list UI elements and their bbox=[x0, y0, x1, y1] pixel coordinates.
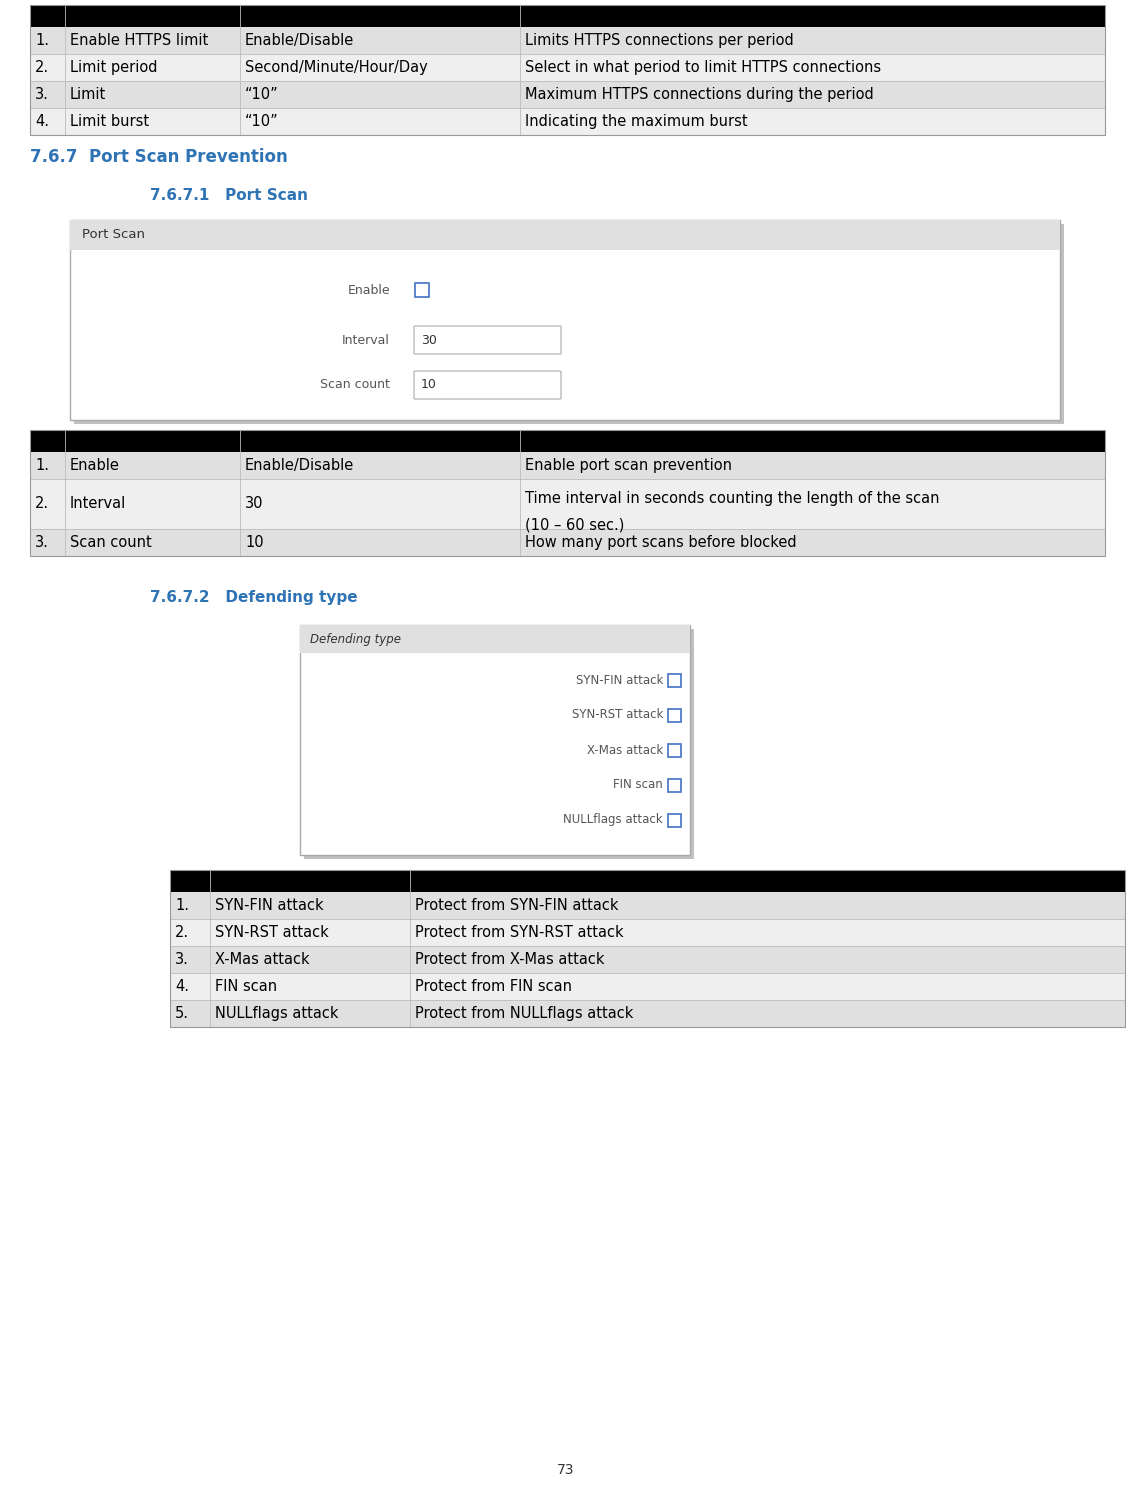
Text: Maximum HTTPS connections during the period: Maximum HTTPS connections during the per… bbox=[525, 88, 874, 103]
Text: 3.: 3. bbox=[175, 952, 189, 967]
Bar bbox=[31, 5, 1105, 27]
Bar bbox=[170, 919, 1125, 946]
Text: FIN scan: FIN scan bbox=[613, 779, 663, 792]
Text: Enable/Disable: Enable/Disable bbox=[245, 33, 354, 48]
Text: 10: 10 bbox=[245, 536, 264, 549]
Bar bbox=[668, 673, 681, 687]
Bar bbox=[668, 744, 681, 756]
Bar bbox=[304, 629, 694, 859]
Text: 1.: 1. bbox=[175, 898, 189, 913]
Text: X-Mas attack: X-Mas attack bbox=[587, 744, 663, 756]
Text: Protect from FIN scan: Protect from FIN scan bbox=[415, 979, 572, 994]
Text: Enable: Enable bbox=[347, 284, 390, 296]
Text: Enable: Enable bbox=[70, 459, 120, 472]
Text: SYN-FIN attack: SYN-FIN attack bbox=[215, 898, 323, 913]
FancyBboxPatch shape bbox=[414, 371, 561, 398]
Bar bbox=[170, 1000, 1125, 1028]
Text: Interval: Interval bbox=[70, 496, 127, 512]
Text: 3.: 3. bbox=[35, 88, 49, 103]
Text: Time interval in seconds counting the length of the scan: Time interval in seconds counting the le… bbox=[525, 492, 940, 507]
Text: “10”: “10” bbox=[245, 88, 278, 103]
Text: 73: 73 bbox=[556, 1464, 575, 1477]
Text: Scan count: Scan count bbox=[70, 536, 152, 549]
Text: Limit burst: Limit burst bbox=[70, 115, 149, 128]
Bar bbox=[70, 220, 1060, 250]
Text: 7.6.7.2   Defending type: 7.6.7.2 Defending type bbox=[150, 590, 357, 605]
Text: SYN-FIN attack: SYN-FIN attack bbox=[576, 673, 663, 687]
Text: 1.: 1. bbox=[35, 33, 49, 48]
Text: Protect from X-Mas attack: Protect from X-Mas attack bbox=[415, 952, 604, 967]
Bar bbox=[31, 81, 1105, 109]
Text: 30: 30 bbox=[245, 496, 264, 512]
Text: 1.: 1. bbox=[35, 459, 49, 472]
Text: 2.: 2. bbox=[35, 60, 49, 75]
Bar bbox=[668, 813, 681, 827]
Bar bbox=[170, 892, 1125, 919]
FancyBboxPatch shape bbox=[414, 326, 561, 355]
Text: 4.: 4. bbox=[35, 115, 49, 128]
Bar bbox=[300, 625, 690, 653]
Bar bbox=[170, 871, 1125, 1028]
Text: SYN-RST attack: SYN-RST attack bbox=[215, 925, 329, 940]
Bar bbox=[31, 478, 1105, 530]
Bar bbox=[170, 871, 1125, 892]
Bar bbox=[31, 453, 1105, 478]
Text: NULLflags attack: NULLflags attack bbox=[563, 813, 663, 827]
Text: Second/Minute/Hour/Day: Second/Minute/Hour/Day bbox=[245, 60, 428, 75]
Bar bbox=[170, 973, 1125, 1000]
Bar bbox=[31, 430, 1105, 555]
Text: 7.6.7  Port Scan Prevention: 7.6.7 Port Scan Prevention bbox=[31, 148, 287, 166]
Bar bbox=[31, 530, 1105, 555]
Text: Enable port scan prevention: Enable port scan prevention bbox=[525, 459, 732, 472]
Text: SYN-RST attack: SYN-RST attack bbox=[571, 709, 663, 721]
Text: 5.: 5. bbox=[175, 1007, 189, 1022]
Text: 10: 10 bbox=[421, 379, 437, 391]
Text: Enable HTTPS limit: Enable HTTPS limit bbox=[70, 33, 208, 48]
Text: 4.: 4. bbox=[175, 979, 189, 994]
Text: X-Mas attack: X-Mas attack bbox=[215, 952, 310, 967]
Bar bbox=[170, 946, 1125, 973]
Bar bbox=[668, 779, 681, 792]
Text: Protect from SYN-RST attack: Protect from SYN-RST attack bbox=[415, 925, 623, 940]
Bar bbox=[668, 709, 681, 721]
Bar bbox=[31, 54, 1105, 81]
Bar bbox=[31, 109, 1105, 134]
Text: NULLflags attack: NULLflags attack bbox=[215, 1007, 338, 1022]
Bar bbox=[300, 625, 690, 856]
Text: Limit period: Limit period bbox=[70, 60, 157, 75]
Text: Defending type: Defending type bbox=[310, 632, 402, 646]
Text: Port Scan: Port Scan bbox=[83, 228, 145, 241]
Text: How many port scans before blocked: How many port scans before blocked bbox=[525, 536, 796, 549]
Text: Protect from SYN-FIN attack: Protect from SYN-FIN attack bbox=[415, 898, 619, 913]
Text: “10”: “10” bbox=[245, 115, 278, 128]
Text: Scan count: Scan count bbox=[320, 379, 390, 391]
Bar bbox=[31, 5, 1105, 134]
Text: Limit: Limit bbox=[70, 88, 106, 103]
Text: Protect from NULLflags attack: Protect from NULLflags attack bbox=[415, 1007, 633, 1022]
Text: 2.: 2. bbox=[175, 925, 189, 940]
Text: Limits HTTPS connections per period: Limits HTTPS connections per period bbox=[525, 33, 794, 48]
Bar bbox=[70, 220, 1060, 420]
Bar bbox=[415, 284, 429, 297]
Bar bbox=[31, 430, 1105, 453]
Bar bbox=[74, 223, 1064, 424]
Text: (10 – 60 sec.): (10 – 60 sec.) bbox=[525, 518, 624, 533]
Text: Enable/Disable: Enable/Disable bbox=[245, 459, 354, 472]
Text: 7.6.7.1   Port Scan: 7.6.7.1 Port Scan bbox=[150, 189, 308, 204]
Text: Select in what period to limit HTTPS connections: Select in what period to limit HTTPS con… bbox=[525, 60, 881, 75]
Text: Indicating the maximum burst: Indicating the maximum burst bbox=[525, 115, 748, 128]
Text: 30: 30 bbox=[421, 333, 437, 347]
Bar bbox=[31, 27, 1105, 54]
Text: Interval: Interval bbox=[342, 333, 390, 347]
Text: 3.: 3. bbox=[35, 536, 49, 549]
Text: 2.: 2. bbox=[35, 496, 49, 512]
Text: FIN scan: FIN scan bbox=[215, 979, 277, 994]
